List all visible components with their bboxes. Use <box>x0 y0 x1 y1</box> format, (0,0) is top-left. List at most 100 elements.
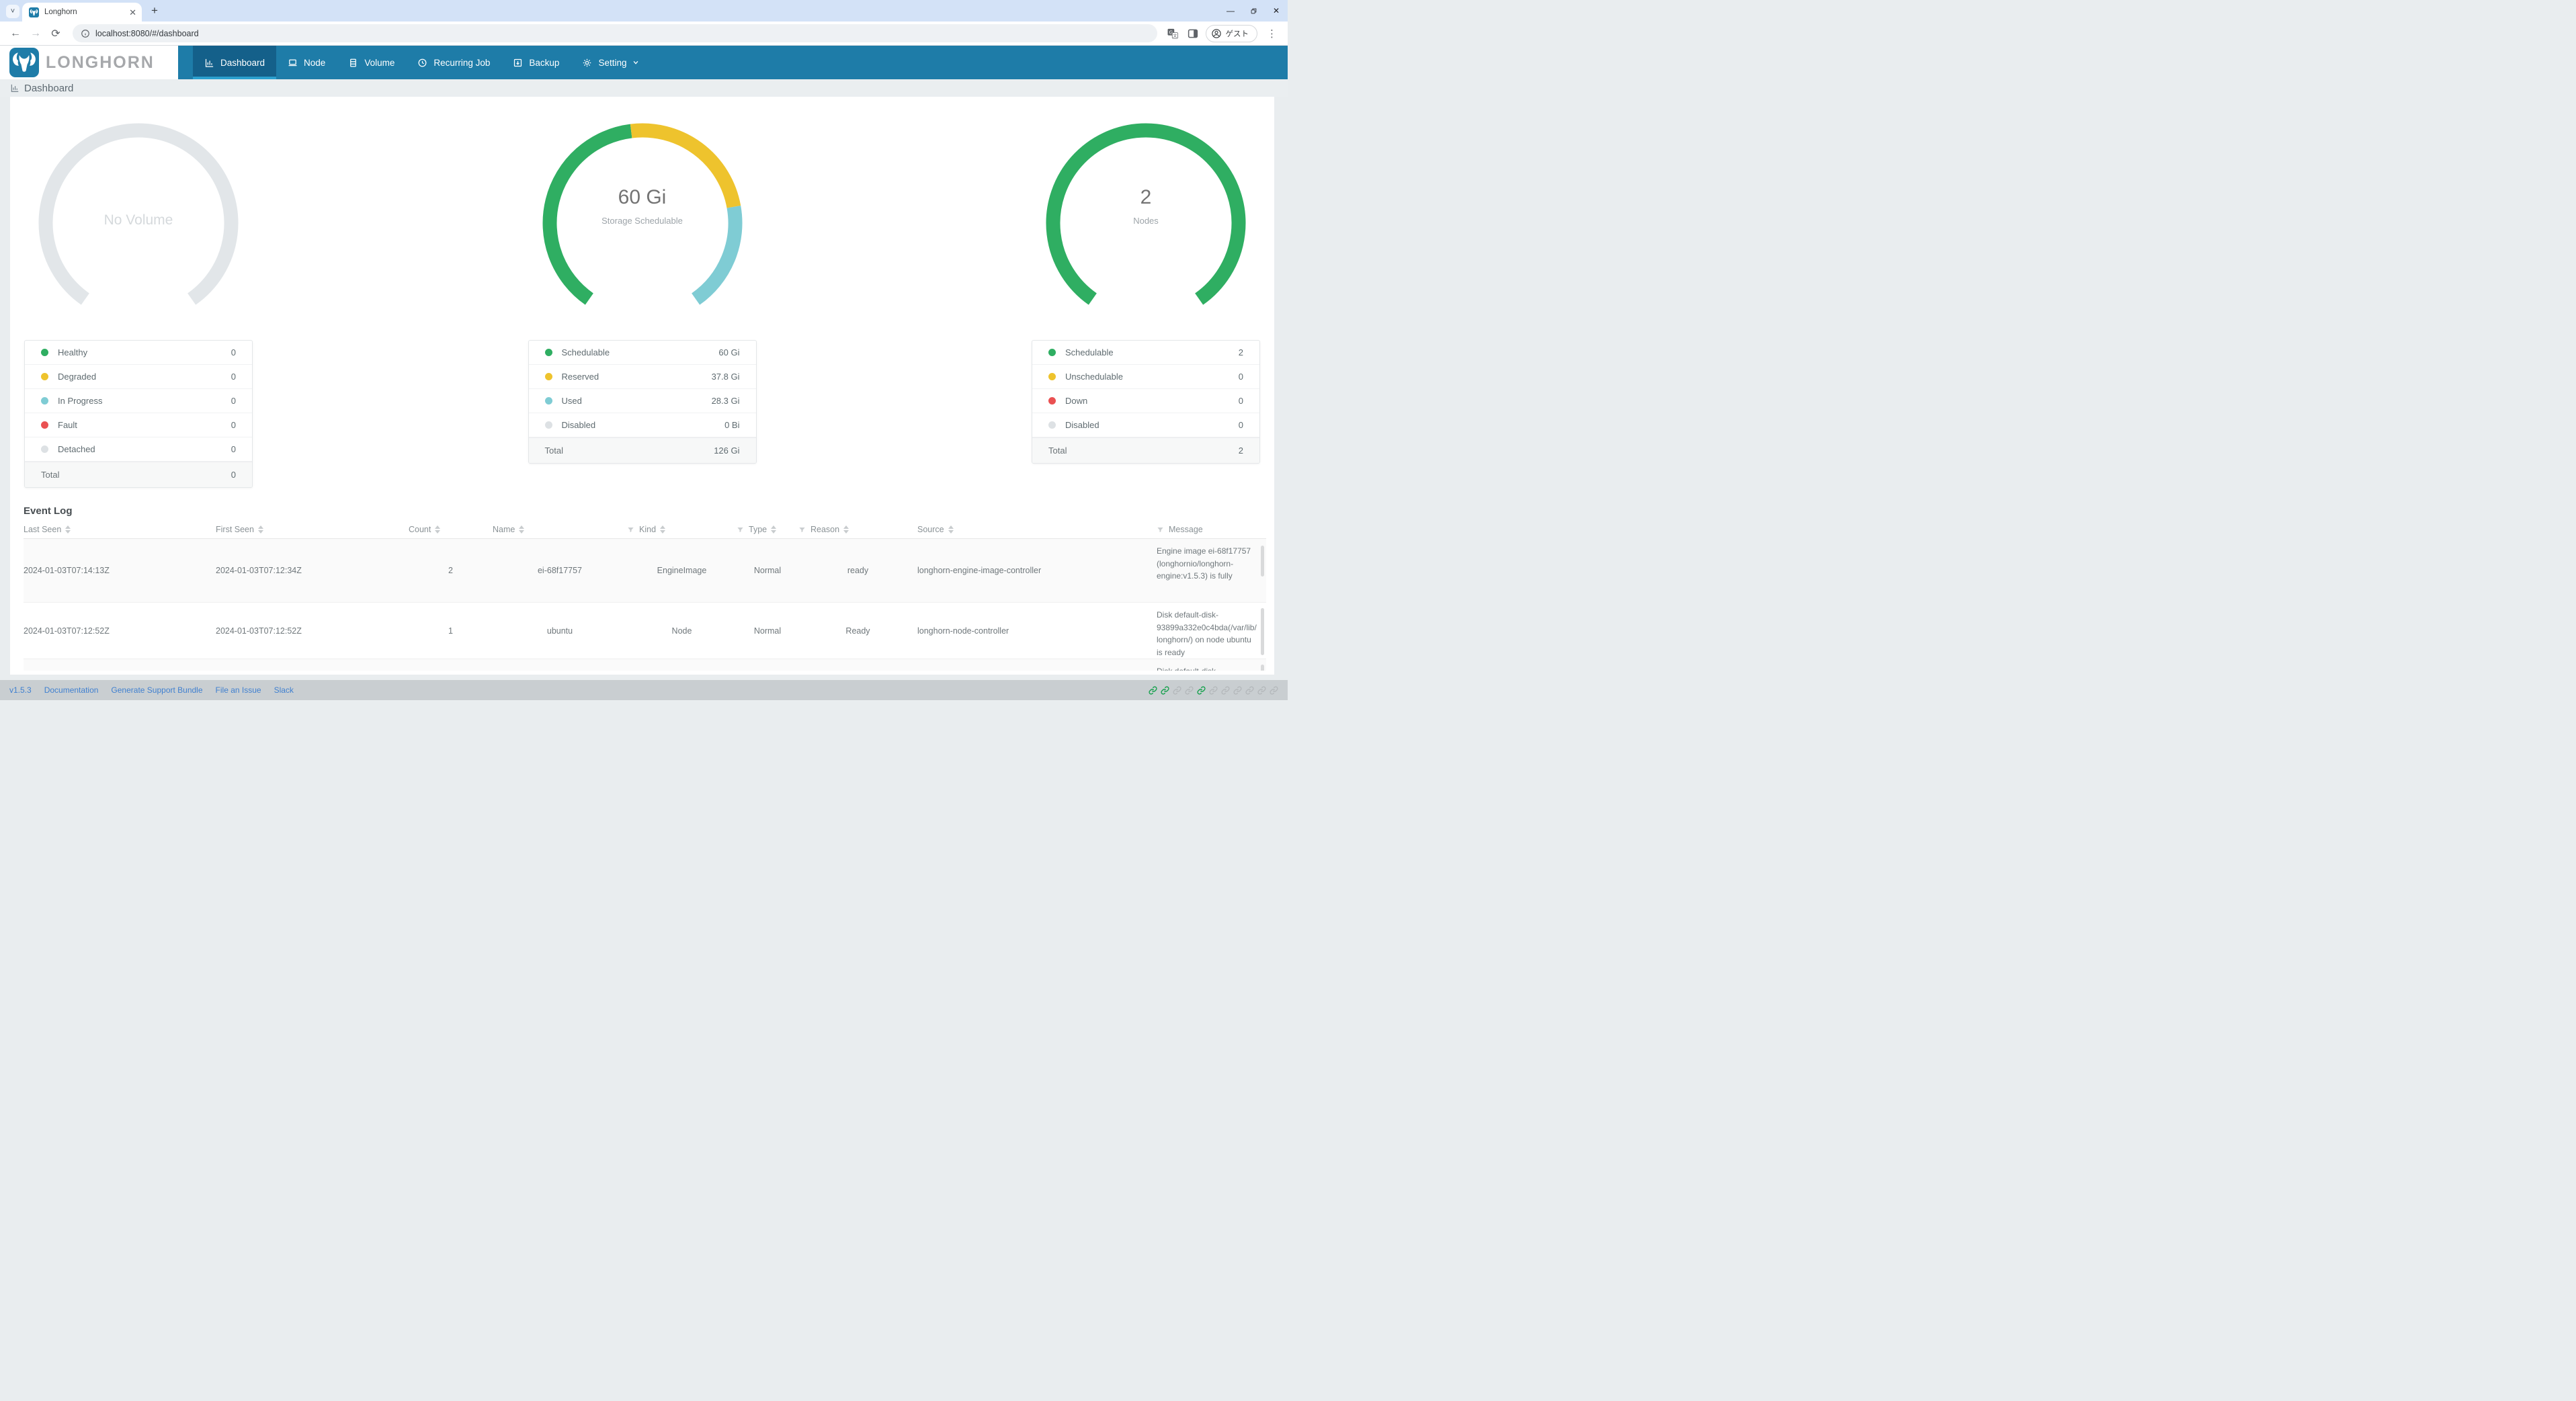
reload-button[interactable]: ⟳ <box>47 25 65 42</box>
column-header-first_seen[interactable]: First Seen <box>216 521 409 538</box>
profile-button[interactable]: ゲスト <box>1206 25 1258 42</box>
nav-item-backup[interactable]: Backup <box>501 46 571 79</box>
legend-value: 0 <box>231 372 236 382</box>
nav-item-label: Setting <box>598 58 626 68</box>
filter-funnel-icon[interactable] <box>1157 526 1164 534</box>
sort-carets-icon[interactable] <box>948 525 954 534</box>
legend-value: 0 <box>231 444 236 454</box>
page-title: Dashboard <box>24 83 73 94</box>
sort-carets-icon[interactable] <box>660 525 665 534</box>
cell-source: longhorn-node-controller <box>917 603 1157 659</box>
column-header-count[interactable]: Count <box>409 521 493 538</box>
brand: LONGHORN <box>0 46 178 79</box>
nav-item-volume[interactable]: Volume <box>337 46 406 79</box>
message-scrollbar[interactable] <box>1261 665 1264 671</box>
status-dot-icon <box>1048 373 1056 380</box>
nav-item-label: Node <box>304 58 325 68</box>
forward-button[interactable]: → <box>27 25 44 42</box>
cell-source: longhorn-engine-image-controller <box>917 539 1157 602</box>
longhorn-header: LONGHORN Dashboard Node VolumeRecurring Jo… <box>0 46 1288 79</box>
cell-kind: EngineImage <box>627 539 737 602</box>
browser-menu-icon[interactable]: ⋮ <box>1263 28 1281 40</box>
link-icon <box>1233 686 1242 695</box>
bar-chart-icon <box>10 83 19 93</box>
column-label: Count <box>409 525 431 534</box>
event-log-body[interactable]: 2024-01-03T07:14:13Z2024-01-03T07:12:34Z… <box>24 539 1266 671</box>
link-icon <box>1149 686 1157 695</box>
column-header-reason[interactable]: Reason <box>798 521 917 538</box>
legend-total-label: Total <box>1048 445 1239 456</box>
legend-value: 0 <box>1239 396 1243 406</box>
column-label: First Seen <box>216 525 254 534</box>
column-header-source[interactable]: Source <box>917 521 1157 538</box>
nav-item-setting[interactable]: Setting <box>571 46 651 79</box>
translate-icon[interactable]: G文 <box>1165 26 1180 41</box>
tab-title: Longhorn <box>44 8 124 16</box>
footer-link-documentation[interactable]: Documentation <box>44 685 99 695</box>
browser-toolbar: ← → ⟳ localhost:8080/#/dashboard G文 ゲスト … <box>0 22 1288 46</box>
site-info-icon[interactable] <box>81 29 90 38</box>
legend-label: Degraded <box>58 372 231 382</box>
legend-label: Fault <box>58 420 231 430</box>
archive-arrow-icon <box>513 58 523 68</box>
restore-button[interactable] <box>1242 0 1265 22</box>
status-dot-icon <box>545 349 552 356</box>
column-header-kind[interactable]: Kind <box>627 521 737 538</box>
sort-carets-icon[interactable] <box>435 525 440 534</box>
legend-row-reserved: Reserved37.8 Gi <box>529 365 756 389</box>
legend-value: 0 <box>1239 420 1243 430</box>
status-dot-icon <box>1048 421 1056 429</box>
cell-count: 1 <box>409 603 493 659</box>
legend-value: 0 Bi <box>724 420 739 430</box>
sort-carets-icon[interactable] <box>65 525 71 534</box>
gauge-empty-text: No Volume <box>34 212 243 228</box>
url-bar[interactable]: localhost:8080/#/dashboard <box>73 24 1157 42</box>
link-icon <box>1209 686 1218 695</box>
status-dot-icon <box>1048 397 1056 405</box>
nav-item-node[interactable]: Node <box>276 46 337 79</box>
filter-funnel-icon[interactable] <box>737 526 744 534</box>
tab-search-button[interactable]: ˅ <box>6 5 19 18</box>
new-tab-button[interactable]: + <box>146 2 163 19</box>
column-label: Type <box>749 525 767 534</box>
nav-item-recurring-job[interactable]: Recurring Job <box>406 46 501 79</box>
message-scrollbar[interactable] <box>1261 608 1264 655</box>
tab-close-icon[interactable]: ✕ <box>129 8 136 17</box>
legend-label: Used <box>562 396 712 406</box>
cell-source <box>917 659 1157 671</box>
filter-funnel-icon[interactable] <box>627 526 634 534</box>
minimize-button[interactable]: — <box>1219 0 1242 22</box>
event-log-row: 2024-01-03T07:14:13Z2024-01-03T07:12:34Z… <box>24 539 1266 602</box>
column-header-type[interactable]: Type <box>737 521 798 538</box>
legend-row-unschedulable: Unschedulable0 <box>1032 365 1259 389</box>
nav-item-dashboard[interactable]: Dashboard <box>193 46 276 79</box>
footer-link-version[interactable]: v1.5.3 <box>9 685 32 695</box>
footer-link-slack[interactable]: Slack <box>274 685 294 695</box>
footer-link-file-an-issue[interactable]: File an Issue <box>216 685 261 695</box>
chevron-down-icon <box>632 59 639 66</box>
browser-tab[interactable]: Longhorn ✕ <box>22 3 142 22</box>
column-header-last_seen[interactable]: Last Seen <box>24 521 216 538</box>
sort-carets-icon[interactable] <box>258 525 263 534</box>
sort-carets-icon[interactable] <box>843 525 849 534</box>
column-header-name[interactable]: Name <box>493 521 627 538</box>
legend-row-schedulable: Schedulable60 Gi <box>529 341 756 365</box>
side-panel-icon[interactable] <box>1186 26 1200 41</box>
column-label: Message <box>1169 525 1203 534</box>
legend-label: Schedulable <box>562 347 719 357</box>
legend-row-disabled: Disabled0 <box>1032 413 1259 437</box>
message-scrollbar[interactable] <box>1261 546 1264 577</box>
sort-carets-icon[interactable] <box>771 525 776 534</box>
message-text: Disk default-disk-93899a332e0c4bda(/var/… <box>1157 609 1266 659</box>
legend-label: Unschedulable <box>1065 372 1239 382</box>
filter-funnel-icon[interactable] <box>798 526 806 534</box>
link-icon <box>1257 686 1266 695</box>
cell-last_seen: 2024-01-03T07:12:52Z <box>24 603 216 659</box>
close-window-button[interactable]: ✕ <box>1265 0 1288 22</box>
back-button[interactable]: ← <box>7 25 24 42</box>
footer-link-generate-support-bundle[interactable]: Generate Support Bundle <box>111 685 202 695</box>
legend-value: 28.3 Gi <box>712 396 740 406</box>
gauge-label: Nodes <box>1133 216 1159 226</box>
legend-value: 0 <box>231 347 236 357</box>
sort-carets-icon[interactable] <box>519 525 524 534</box>
